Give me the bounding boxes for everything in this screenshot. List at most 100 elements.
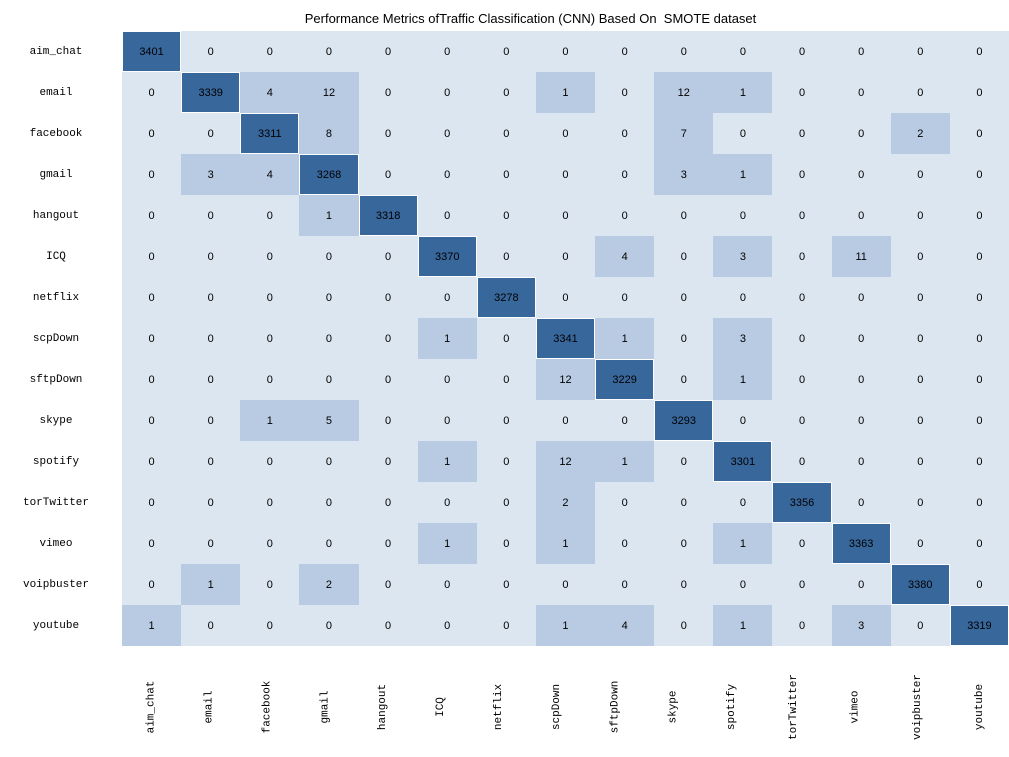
- row-label-sftpDown: sftpDown: [29, 373, 83, 386]
- matrix-cell-voipbuster-scpDown: 0: [535, 564, 596, 605]
- matrix-cell-torTwitter-voipbuster: 0: [890, 482, 950, 523]
- matrix-cell-scpDown-sftpDown: 1: [595, 318, 655, 359]
- matrix-cell-netflix-aim_chat: 0: [122, 277, 182, 318]
- matrix-cell-skype-netflix: 0: [476, 400, 536, 441]
- matrix-cell-email-aim_chat: 0: [122, 72, 182, 113]
- matrix-cell-ICQ-sftpDown: 4: [595, 236, 655, 277]
- col-label-skype: skype: [667, 690, 680, 724]
- matrix-cell-facebook-facebook: 3311: [240, 113, 300, 154]
- matrix-cell-netflix-email: 0: [181, 277, 241, 318]
- matrix-cell-scpDown-hangout: 0: [358, 318, 418, 359]
- matrix-cell-spotify-skype: 0: [654, 441, 714, 482]
- col-label-slot: hangout: [354, 654, 412, 757]
- matrix-cell-gmail-sftpDown: 0: [595, 154, 655, 195]
- matrix-cell-ICQ-aim_chat: 0: [122, 236, 182, 277]
- matrix-cell-gmail-gmail: 3268: [299, 154, 359, 195]
- matrix-cell-email-skype: 12: [654, 72, 714, 113]
- matrix-cell-email-email: 3339: [181, 72, 241, 113]
- matrix-cell-spotify-ICQ: 1: [417, 441, 477, 482]
- matrix-cell-email-ICQ: 0: [417, 72, 477, 113]
- matrix-cell-gmail-netflix: 0: [476, 154, 536, 195]
- matrix-cell-skype-torTwitter: 0: [772, 400, 832, 441]
- matrix-cell-hangout-vimeo: 0: [831, 195, 891, 236]
- matrix-cell-ICQ-vimeo: 11: [831, 236, 891, 277]
- matrix-cell-voipbuster-spotify: 0: [713, 564, 773, 605]
- matrix-cell-skype-vimeo: 0: [831, 400, 891, 441]
- heatmap-grid: 3401 0 0 0 0 0 0 0 0 0 0 0 0 0 0 0 3339 4 12 0 0 0 1 0 12 1 0 0 0 0 0 0…: [122, 31, 1009, 646]
- matrix-cell-skype-youtube: 0: [949, 400, 1009, 441]
- matrix-cell-vimeo-torTwitter: 0: [772, 523, 832, 564]
- col-label-slot: netflix: [470, 654, 528, 757]
- matrix-cell-aim_chat-scpDown: 0: [535, 31, 596, 72]
- matrix-cell-sftpDown-email: 0: [181, 359, 241, 400]
- matrix-cell-voipbuster-skype: 0: [654, 564, 714, 605]
- matrix-cell-gmail-ICQ: 0: [417, 154, 477, 195]
- col-label-spotify: spotify: [725, 683, 738, 731]
- chart-title: Performance Metrics ofTraffic Classifica…: [304, 11, 757, 26]
- matrix-cell-netflix-sftpDown: 0: [595, 277, 655, 318]
- matrix-cell-youtube-email: 0: [181, 605, 241, 646]
- matrix-cell-netflix-spotify: 0: [713, 277, 773, 318]
- matrix-cell-spotify-aim_chat: 0: [122, 441, 182, 482]
- matrix-cell-scpDown-vimeo: 0: [831, 318, 891, 359]
- matrix-cell-skype-gmail: 5: [299, 400, 359, 441]
- matrix-cell-vimeo-facebook: 0: [240, 523, 300, 564]
- matrix-cell-gmail-facebook: 4: [240, 154, 300, 195]
- matrix-cell-ICQ-gmail: 0: [299, 236, 359, 277]
- matrix-cell-torTwitter-hangout: 0: [358, 482, 418, 523]
- col-label-slot: ICQ: [412, 654, 470, 757]
- x-axis-labels: aim_chat email facebook gmail hangout ICQ netf…: [122, 654, 1009, 757]
- matrix-cell-voipbuster-facebook: 0: [240, 564, 300, 605]
- matrix-cell-scpDown-spotify: 3: [713, 318, 773, 359]
- matrix-cell-ICQ-email: 0: [181, 236, 241, 277]
- col-label-facebook: facebook: [261, 680, 274, 734]
- col-label-slot: vimeo: [827, 654, 885, 757]
- matrix-cell-youtube-vimeo: 3: [831, 605, 891, 646]
- matrix-cell-netflix-scpDown: 0: [535, 277, 596, 318]
- col-label-vimeo: vimeo: [849, 690, 862, 724]
- row-label-skype: skype: [39, 414, 73, 427]
- matrix-cell-aim_chat-voipbuster: 0: [890, 31, 950, 72]
- matrix-cell-torTwitter-spotify: 0: [713, 482, 773, 523]
- col-label-torTwitter: torTwitter: [787, 673, 800, 741]
- matrix-cell-aim_chat-spotify: 0: [713, 31, 773, 72]
- col-label-gmail: gmail: [319, 690, 332, 724]
- matrix-cell-hangout-voipbuster: 0: [890, 195, 950, 236]
- matrix-cell-scpDown-youtube: 0: [949, 318, 1009, 359]
- col-label-slot: spotify: [703, 654, 761, 757]
- matrix-cell-voipbuster-aim_chat: 0: [122, 564, 182, 605]
- matrix-cell-netflix-youtube: 0: [949, 277, 1009, 318]
- matrix-cell-facebook-voipbuster: 2: [890, 113, 950, 154]
- matrix-cell-torTwitter-torTwitter: 3356: [772, 482, 832, 523]
- matrix-cell-vimeo-voipbuster: 0: [890, 523, 950, 564]
- col-label-voipbuster: voipbuster: [911, 673, 924, 741]
- matrix-cell-vimeo-spotify: 1: [713, 523, 773, 564]
- matrix-cell-youtube-hangout: 0: [358, 605, 418, 646]
- matrix-cell-torTwitter-vimeo: 0: [831, 482, 891, 523]
- matrix-cell-facebook-spotify: 0: [713, 113, 773, 154]
- matrix-cell-voipbuster-sftpDown: 0: [595, 564, 655, 605]
- row-label-voipbuster: voipbuster: [22, 578, 89, 591]
- matrix-cell-voipbuster-voipbuster: 3380: [890, 564, 950, 605]
- matrix-cell-hangout-skype: 0: [654, 195, 714, 236]
- matrix-cell-vimeo-scpDown: 1: [535, 523, 596, 564]
- matrix-cell-hangout-gmail: 1: [299, 195, 359, 236]
- matrix-cell-spotify-voipbuster: 0: [890, 441, 950, 482]
- matrix-cell-skype-email: 0: [181, 400, 241, 441]
- matrix-cell-vimeo-email: 0: [181, 523, 241, 564]
- row-label-youtube: youtube: [32, 619, 80, 632]
- matrix-cell-ICQ-scpDown: 0: [535, 236, 596, 277]
- matrix-cell-gmail-voipbuster: 0: [890, 154, 950, 195]
- matrix-cell-gmail-youtube: 0: [949, 154, 1009, 195]
- matrix-cell-facebook-sftpDown: 0: [595, 113, 655, 154]
- matrix-cell-aim_chat-netflix: 0: [476, 31, 536, 72]
- matrix-cell-aim_chat-gmail: 0: [299, 31, 359, 72]
- matrix-cell-skype-facebook: 1: [240, 400, 300, 441]
- row-label-aim_chat: aim_chat: [29, 45, 83, 58]
- matrix-cell-sftpDown-scpDown: 12: [535, 359, 596, 400]
- matrix-cell-netflix-netflix: 3278: [476, 277, 536, 318]
- matrix-cell-skype-spotify: 0: [713, 400, 773, 441]
- matrix-cell-torTwitter-skype: 0: [654, 482, 714, 523]
- matrix-cell-netflix-torTwitter: 0: [772, 277, 832, 318]
